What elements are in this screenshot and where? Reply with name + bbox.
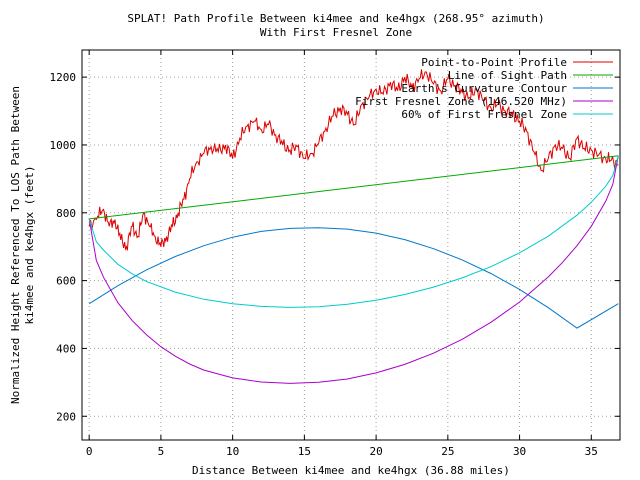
plot-frame bbox=[81, 49, 621, 441]
x-axis-label: Distance Between ki4mee and ke4hgx (36.8… bbox=[192, 464, 510, 477]
series-line-1 bbox=[88, 69, 619, 251]
legend-label: Earth's Curvature Contour bbox=[401, 82, 567, 95]
axis-ticks: 0 5 10 15 20 25 30 35 200 400 600 800 1000 1200 bbox=[50, 50, 620, 458]
grid-lines bbox=[82, 50, 620, 440]
x-tick-label: 15 bbox=[298, 445, 311, 458]
chart-title-line1: SPLAT! Path Profile Between ki4mee and k… bbox=[127, 12, 544, 25]
y-tick-label: 800 bbox=[56, 207, 76, 220]
series-line-2 bbox=[89, 155, 619, 220]
x-tick-label: 5 bbox=[158, 445, 165, 458]
y-tick-label: 1000 bbox=[50, 139, 77, 152]
legend-label: Line of Sight Path bbox=[448, 69, 567, 82]
x-tick-label: 20 bbox=[369, 445, 382, 458]
x-tick-label: 25 bbox=[441, 445, 454, 458]
x-tick-label: 0 bbox=[86, 445, 93, 458]
legend-label: Point-to-Point Profile bbox=[421, 56, 567, 69]
x-tick-label: 30 bbox=[513, 445, 526, 458]
series-line-3 bbox=[88, 227, 619, 329]
x-tick-label: 10 bbox=[226, 445, 239, 458]
y-axis-label-line2: ki4mee and ke4hgx (feet) bbox=[23, 166, 36, 325]
chart-title-line2: With First Fresnel Zone bbox=[260, 26, 412, 39]
y-axis-label-line1: Normalized Height Referenced To LOS Path… bbox=[9, 86, 22, 404]
y-tick-label: 200 bbox=[56, 410, 76, 423]
x-tick-label: 35 bbox=[585, 445, 598, 458]
legend-label: First Fresnel Zone (146.520 MHz) bbox=[355, 95, 567, 108]
series-line-4 bbox=[88, 155, 619, 384]
series-line-5 bbox=[88, 155, 619, 308]
y-tick-label: 1200 bbox=[50, 71, 77, 84]
y-tick-label: 400 bbox=[56, 342, 76, 355]
y-tick-label: 600 bbox=[56, 275, 76, 288]
legend-label: 60% of First Fresnel Zone bbox=[401, 108, 567, 121]
series-lines bbox=[88, 69, 619, 384]
